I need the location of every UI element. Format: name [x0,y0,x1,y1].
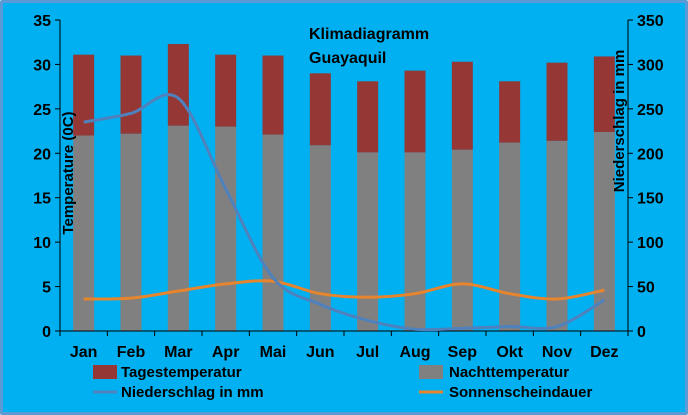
y-left-tick-label: 25 [33,102,51,119]
x-tick-label-aug: Aug [399,344,430,361]
y-right-tick-label: 200 [637,146,664,163]
line-sonnenscheindauer [83,279,605,301]
bar-tagestemperatur-aug [404,70,426,153]
bar-tagestemperatur-jul [357,81,379,153]
bar-tagestemperatur-mar [167,43,189,126]
bar-tagestemperatur-apr [215,54,237,127]
bar-nachttemperatur-aug [404,152,426,331]
legend-swatch-nachttemperatur [419,365,443,379]
y-left-tick-label: 35 [33,13,51,30]
bar-nachttemperatur-jul [357,152,379,331]
bar-tagestemperatur-sep [451,61,473,150]
bar-nachttemperatur-feb [120,133,142,331]
bar-nachttemperatur-jan [73,135,95,331]
bar-layer [73,43,615,332]
x-tick-label-jan: Jan [70,344,98,361]
y-left-tick-label: 15 [33,191,51,208]
y-right-tick-label: 100 [637,235,664,252]
line-niederschlag [83,93,606,332]
x-tick-label-sep: Sep [448,344,478,361]
y-right-tick-label: 350 [637,13,664,30]
bar-tagestemperatur-feb [120,55,142,134]
bar-tagestemperatur-jun [309,73,331,146]
y-right-tick-label: 50 [637,280,655,297]
legend-label-nachttemperatur: Nachttemperatur [449,364,569,381]
bar-nachttemperatur-dez [593,131,615,331]
legend-label-sonnenscheindauer: Sonnenscheindauer [449,384,593,401]
bar-nachttemperatur-sep [451,149,473,331]
y-axis-right-label: Niederschlag in mm [611,50,628,193]
bar-nachttemperatur-mar [167,125,189,332]
x-tick-label-jul: Jul [356,344,379,361]
y-right-tick-label: 250 [637,102,664,119]
x-tick-label-feb: Feb [117,344,146,361]
bar-nachttemperatur-mai [262,134,284,331]
legend-swatch-tagestemperatur [93,365,117,379]
y-left-tick-label: 5 [42,280,51,297]
x-tick-label-apr: Apr [212,344,240,361]
bar-nachttemperatur-jun [309,145,331,331]
y-right-tick-label: 150 [637,191,664,208]
y-left-tick-label: 10 [33,235,51,252]
y-right-tick-label: 0 [637,324,646,341]
bar-tagestemperatur-mai [262,55,284,135]
bar-nachttemperatur-okt [499,142,521,331]
legend-label-niederschlag: Niederschlag in mm [121,384,264,401]
chart-subtitle: Guayaquil [309,50,386,67]
y-right-tick-label: 300 [637,57,664,74]
legend-label-tagestemperatur: Tagestemperatur [121,364,242,381]
x-tick-label-dez: Dez [590,344,618,361]
x-tick-label-okt: Okt [496,344,523,361]
bar-nachttemperatur-apr [215,126,237,331]
legend: Tagestemperatur Nachttemperatur Niedersc… [93,364,593,401]
x-tick-label-jun: Jun [306,344,334,361]
x-tick-label-nov: Nov [542,344,572,361]
chart-title: Klimadiagramm [309,26,429,43]
bar-nachttemperatur-nov [546,140,568,331]
bar-tagestemperatur-dez [593,56,615,132]
y-left-tick-label: 20 [33,146,51,163]
y-axis-left-label: Temperature (0C) [60,111,77,234]
y-left-tick-label: 30 [33,57,51,74]
x-tick-label-mai: Mai [260,344,287,361]
bar-tagestemperatur-nov [546,62,568,141]
bar-tagestemperatur-jan [73,54,95,136]
x-tick-label-mar: Mar [164,344,192,361]
line-layer [83,93,606,332]
y-left-tick-label: 0 [42,324,51,341]
bar-tagestemperatur-okt [499,81,521,143]
